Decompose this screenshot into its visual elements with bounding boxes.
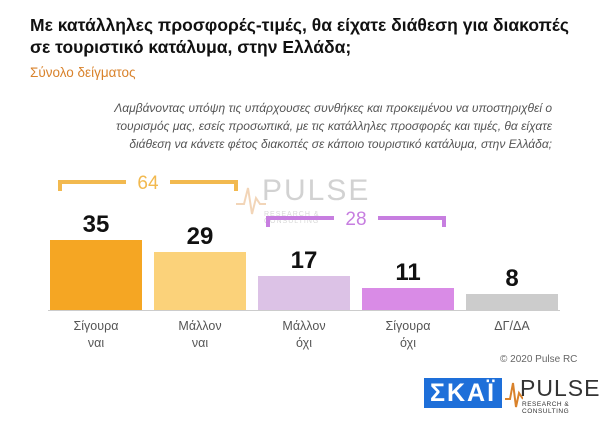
pulse-logo-wave-icon xyxy=(505,382,523,408)
category-label-1-1: ναι xyxy=(192,336,208,350)
bar-value-label-2: 17 xyxy=(291,247,318,274)
category-label-0-1: ναι xyxy=(88,336,104,350)
category-label-4-0: ΔΓ/ΔΑ xyxy=(494,319,530,333)
bar-chart: 35 Σίγουρα ναι 29 Μάλλον ναι 17 Μάλλον όχι 11 Σίγο… xyxy=(48,173,560,350)
pulse-logo-text: PULSE xyxy=(520,375,600,401)
group-bracket-right-1 xyxy=(378,216,446,227)
group-bracket-left-1 xyxy=(266,216,334,227)
copyright: © 2020 Pulse RC xyxy=(500,354,578,365)
bar-3 xyxy=(362,288,454,310)
category-label-3-0: Σίγουρα xyxy=(386,319,431,333)
bar-value-label-1: 29 xyxy=(187,223,214,250)
bar-1 xyxy=(154,252,246,310)
bar-value-label-0: 35 xyxy=(83,211,110,238)
question-text: Λαμβάνοντας υπόψη τις υπάρχουσες συνθήκε… xyxy=(114,101,552,151)
category-label-2-1: όχι xyxy=(296,336,312,350)
category-label-3-1: όχι xyxy=(400,336,416,350)
pulse-logo-subtext: RESEARCH & CONSULTING xyxy=(522,401,570,415)
category-label-0-0: Σίγουρα xyxy=(74,319,119,333)
group-bracket-right-0 xyxy=(170,180,238,191)
skai-logo: ΣΚΑΪ xyxy=(424,378,502,408)
group-total-label-0: 64 xyxy=(137,173,159,194)
chart-subtitle: Σύνολο δείγματος xyxy=(30,65,136,80)
group-bracket-left-0 xyxy=(58,180,126,191)
bar-value-label-4: 8 xyxy=(505,265,518,292)
group-total-label-1: 28 xyxy=(345,209,366,230)
bar-0 xyxy=(50,240,142,310)
pulse-logo: PULSE RESEARCH & CONSULTING xyxy=(505,375,600,415)
bar-value-label-3: 11 xyxy=(395,259,420,286)
bar-2 xyxy=(258,276,350,310)
chart-title: Με κατάλληλες προσφορές-τιμές, θα είχατε… xyxy=(30,15,569,57)
bar-4 xyxy=(466,294,558,310)
category-label-2-0: Μάλλον xyxy=(282,319,325,333)
category-label-1-0: Μάλλον xyxy=(178,319,221,333)
